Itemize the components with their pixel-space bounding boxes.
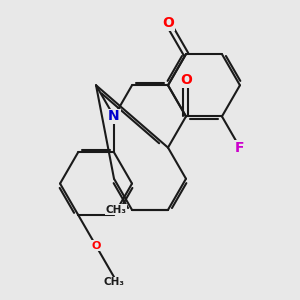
Text: CH₃: CH₃ bbox=[106, 205, 127, 215]
Text: N: N bbox=[108, 110, 120, 123]
Text: CH₃: CH₃ bbox=[103, 278, 124, 287]
Text: F: F bbox=[235, 141, 245, 154]
Text: O: O bbox=[162, 16, 174, 30]
Text: O: O bbox=[180, 74, 192, 88]
Text: O: O bbox=[92, 241, 101, 251]
